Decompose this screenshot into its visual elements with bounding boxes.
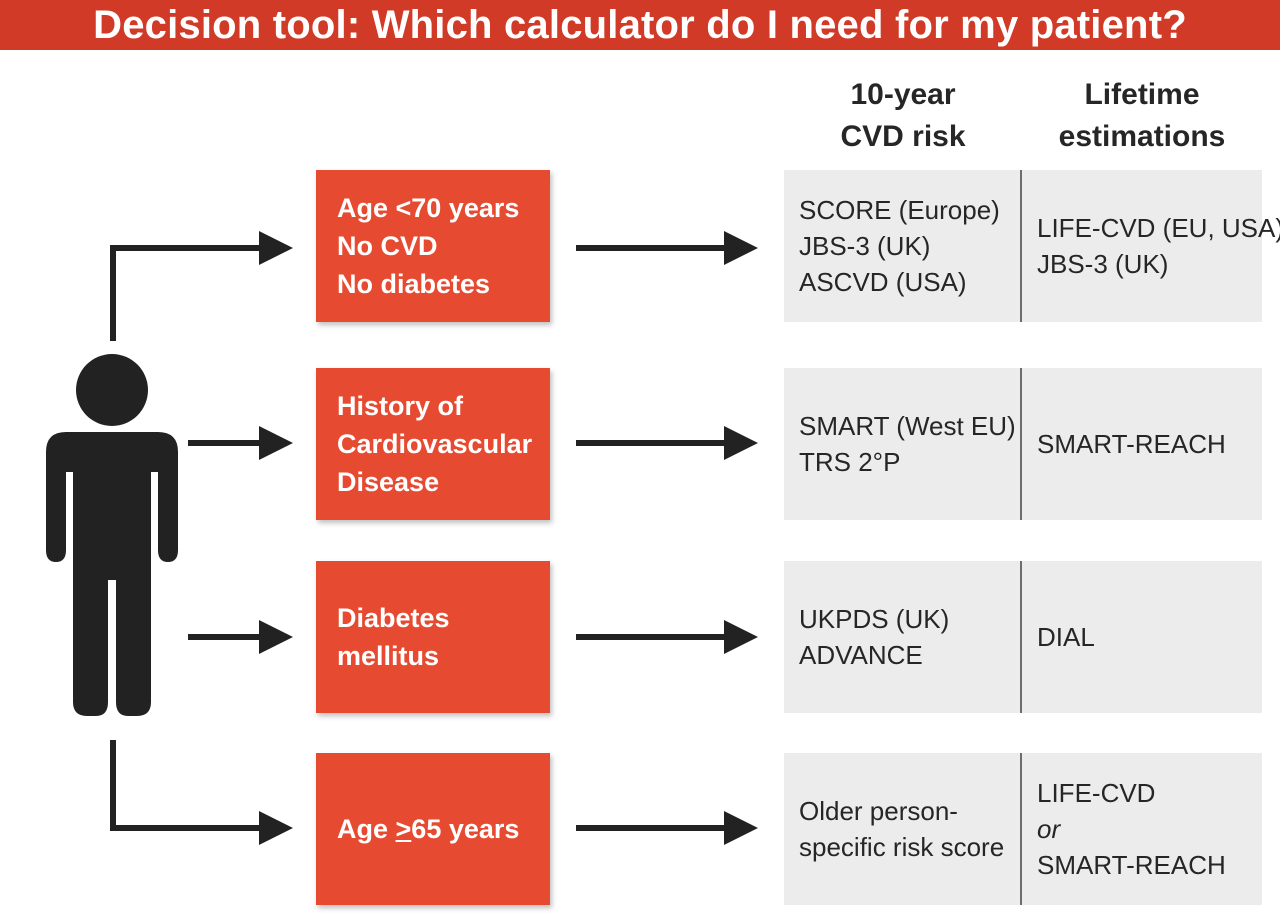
condition-line: mellitus xyxy=(337,641,440,671)
arrow-right-icon xyxy=(724,811,758,845)
column-header-line: Lifetime xyxy=(1084,78,1200,111)
connector-line xyxy=(188,634,260,640)
condition-line: Age >65 years xyxy=(337,810,550,848)
or-conjunction: or xyxy=(1037,814,1061,844)
condition-box-cvd-history: History of Cardiovascular Disease xyxy=(316,368,550,520)
condition-line: History of xyxy=(337,391,464,421)
condition-line: Disease xyxy=(337,467,440,497)
condition-line: No diabetes xyxy=(337,269,491,299)
result-box-age-under-70: SCORE (Europe) JBS-3 (UK) ASCVD (USA) LI… xyxy=(784,170,1280,322)
arrow-right-icon xyxy=(724,231,758,265)
column-divider xyxy=(1020,170,1022,322)
calculator-name: Older person- xyxy=(799,796,958,826)
column-divider xyxy=(1020,753,1022,905)
calculator-name: SCORE (Europe) xyxy=(799,195,1000,225)
connector-line xyxy=(576,245,726,251)
lifetime-calculators: SMART-REACH xyxy=(1037,368,1262,520)
condition-line: No CVD xyxy=(337,231,438,261)
connector-line xyxy=(110,245,260,251)
calculator-name: JBS-3 (UK) xyxy=(1037,249,1169,279)
greater-or-equal-symbol: > xyxy=(395,814,412,844)
arrow-right-icon xyxy=(259,231,293,265)
column-divider xyxy=(1020,561,1022,713)
condition-line: Cardiovascular xyxy=(337,429,533,459)
connector-line xyxy=(576,825,726,831)
condition-box-diabetes: Diabetes mellitus xyxy=(316,561,550,713)
column-divider xyxy=(1020,368,1022,520)
calculator-name: JBS-3 (UK) xyxy=(799,231,931,261)
lifetime-calculators: LIFE-CVD (EU, USA) JBS-3 (UK) xyxy=(1037,170,1280,322)
arrow-right-icon xyxy=(259,811,293,845)
calculator-name: TRS 2°P xyxy=(799,447,901,477)
condition-suffix: 65 years xyxy=(411,814,520,844)
calculator-name: SMART-REACH xyxy=(1037,850,1226,880)
calculator-name: LIFE-CVD (EU, USA) xyxy=(1037,213,1280,243)
calculator-name: ADVANCE xyxy=(799,640,923,670)
title-bar: Decision tool: Which calculator do I nee… xyxy=(0,0,1280,50)
page-title: Decision tool: Which calculator do I nee… xyxy=(93,2,1187,47)
arrow-right-icon xyxy=(724,620,758,654)
condition-box-age-65-plus: Age >65 years xyxy=(316,753,550,905)
ten-year-calculators: SMART (West EU) TRS 2°P xyxy=(799,368,1019,520)
ten-year-calculators: Older person- specific risk score xyxy=(799,753,1019,905)
arrow-right-icon xyxy=(259,426,293,460)
arrow-right-icon xyxy=(724,426,758,460)
condition-box-age-under-70: Age <70 years No CVD No diabetes xyxy=(316,170,550,322)
calculator-name: ASCVD (USA) xyxy=(799,267,967,297)
condition-line: Diabetes xyxy=(337,603,450,633)
ten-year-calculators: SCORE (Europe) JBS-3 (UK) ASCVD (USA) xyxy=(799,170,1019,322)
condition-line: Age <70 years xyxy=(337,193,520,223)
column-header-10-year: 10-year CVD risk xyxy=(784,74,1022,158)
connector-line xyxy=(110,740,116,831)
result-box-age-65-plus: Older person- specific risk score LIFE-C… xyxy=(784,753,1262,905)
column-header-line: estimations xyxy=(1058,120,1226,153)
condition-prefix: Age xyxy=(337,814,396,844)
calculator-name: SMART-REACH xyxy=(1037,429,1226,459)
ten-year-calculators: UKPDS (UK) ADVANCE xyxy=(799,561,1019,713)
calculator-name: SMART (West EU) xyxy=(799,411,1016,441)
calculator-name: LIFE-CVD xyxy=(1037,778,1156,808)
column-header-line: CVD risk xyxy=(840,120,966,153)
connector-line xyxy=(576,440,726,446)
connector-line xyxy=(188,440,260,446)
column-header-line: 10-year xyxy=(850,78,956,111)
calculator-name: UKPDS (UK) xyxy=(799,604,950,634)
person-silhouette-icon xyxy=(46,354,178,716)
connector-line xyxy=(110,245,116,341)
lifetime-calculators: DIAL xyxy=(1037,561,1262,713)
connector-line xyxy=(110,825,260,831)
arrow-right-icon xyxy=(259,620,293,654)
result-box-diabetes: UKPDS (UK) ADVANCE DIAL xyxy=(784,561,1262,713)
result-box-cvd-history: SMART (West EU) TRS 2°P SMART-REACH xyxy=(784,368,1262,520)
lifetime-calculators: LIFE-CVD or SMART-REACH xyxy=(1037,753,1262,905)
connector-line xyxy=(576,634,726,640)
calculator-name: specific risk score xyxy=(799,832,1005,862)
column-header-lifetime: Lifetime estimations xyxy=(1022,74,1262,158)
calculator-name: DIAL xyxy=(1037,622,1095,652)
